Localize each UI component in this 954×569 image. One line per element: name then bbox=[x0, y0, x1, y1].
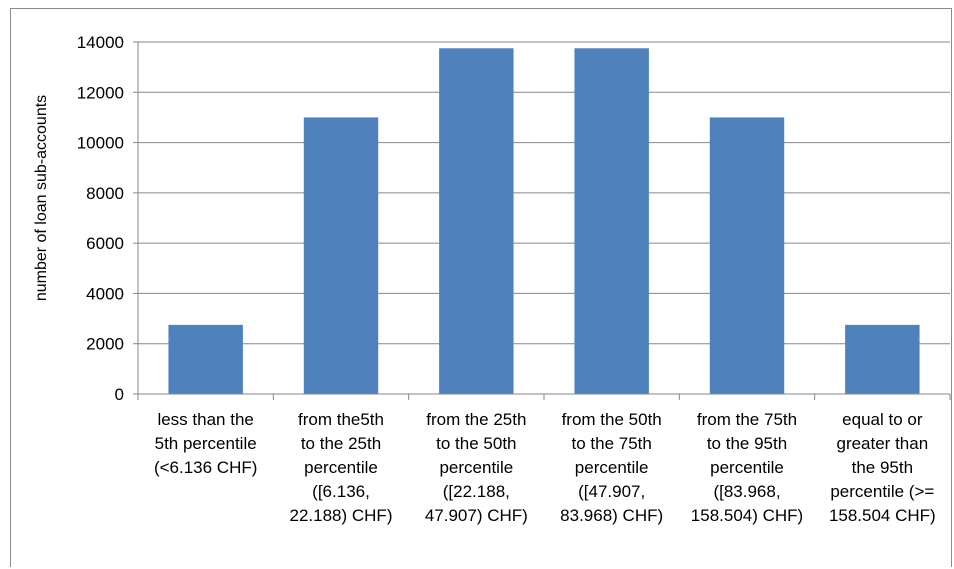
x-tick-label: less than the 5th percentile (<6.136 CHF) bbox=[154, 410, 257, 477]
y-axis-label: number of loan sub-accounts bbox=[33, 95, 50, 301]
y-tick-label: 2000 bbox=[86, 335, 124, 354]
bar bbox=[168, 324, 243, 394]
y-tick-label: 14000 bbox=[77, 33, 124, 52]
x-tick-label: from the5th to the 25th percentile ([6.136,… bbox=[290, 410, 393, 525]
y-tick-label: 12000 bbox=[77, 83, 124, 102]
bar bbox=[574, 48, 649, 395]
y-tick-label: 10000 bbox=[77, 134, 124, 153]
bars bbox=[168, 48, 920, 395]
bar bbox=[845, 324, 920, 394]
x-tick-label: from the 25th to the 50th percentile ([22.1… bbox=[425, 410, 528, 525]
x-tick-label: from the 50th to the 75th percentile ([47.9… bbox=[560, 410, 663, 525]
y-tick-label: 4000 bbox=[86, 284, 124, 303]
x-tick-label: equal to or greater than the 95th percentil… bbox=[829, 410, 936, 525]
y-tick-label: 6000 bbox=[86, 234, 124, 253]
y-tick-label: 0 bbox=[115, 385, 124, 404]
axes bbox=[133, 41, 951, 400]
bar bbox=[439, 48, 514, 395]
y-tick-labels: 0 2000 4000 6000 8000 10000 12000 14000 bbox=[77, 33, 124, 404]
y-tick-label: 8000 bbox=[86, 184, 124, 203]
x-tick-labels: less than the 5th percentile (<6.136 CHF) f… bbox=[154, 410, 936, 525]
bar bbox=[303, 117, 379, 394]
chart-frame bbox=[10, 8, 952, 567]
bar bbox=[709, 117, 785, 394]
x-tick-label: from the 75th to the 95th percentile ([83.9… bbox=[691, 410, 803, 525]
gridlines bbox=[138, 41, 950, 345]
